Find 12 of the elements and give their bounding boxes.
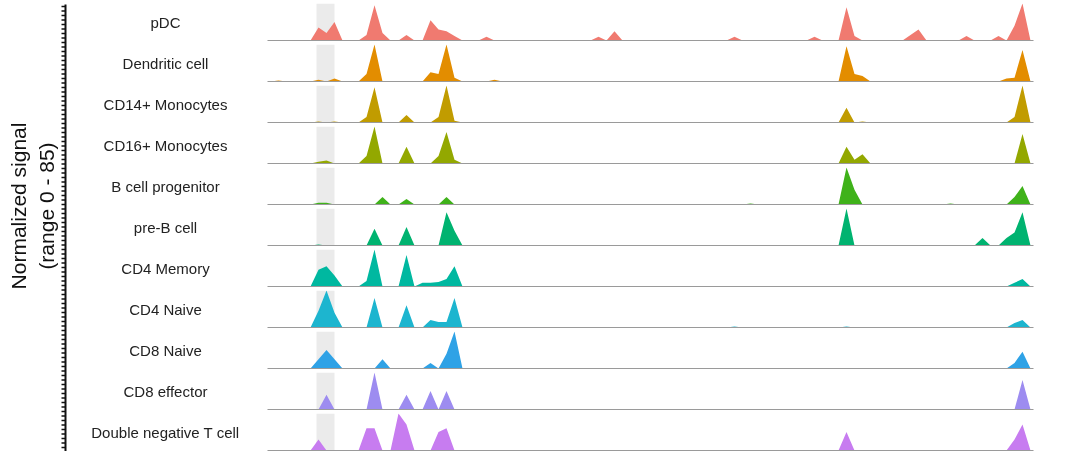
text: B cell progenitor <box>111 177 220 195</box>
text: CD16+ Monocytes <box>103 136 228 154</box>
text: CD4 Naive <box>129 300 202 318</box>
text: CD4 Memory <box>121 259 211 277</box>
text: CD14+ Monocytes <box>103 95 228 113</box>
text: CD8 Naive <box>129 341 202 359</box>
text: Double negative T cell <box>91 423 240 441</box>
text: CD8 effector <box>123 382 208 400</box>
text: pDC <box>150 13 181 31</box>
text: Dendritic cell <box>122 54 209 72</box>
text: pre-B cell <box>133 218 198 236</box>
y-axis-title: Normalized signal (range 0 - 85) <box>7 122 58 290</box>
